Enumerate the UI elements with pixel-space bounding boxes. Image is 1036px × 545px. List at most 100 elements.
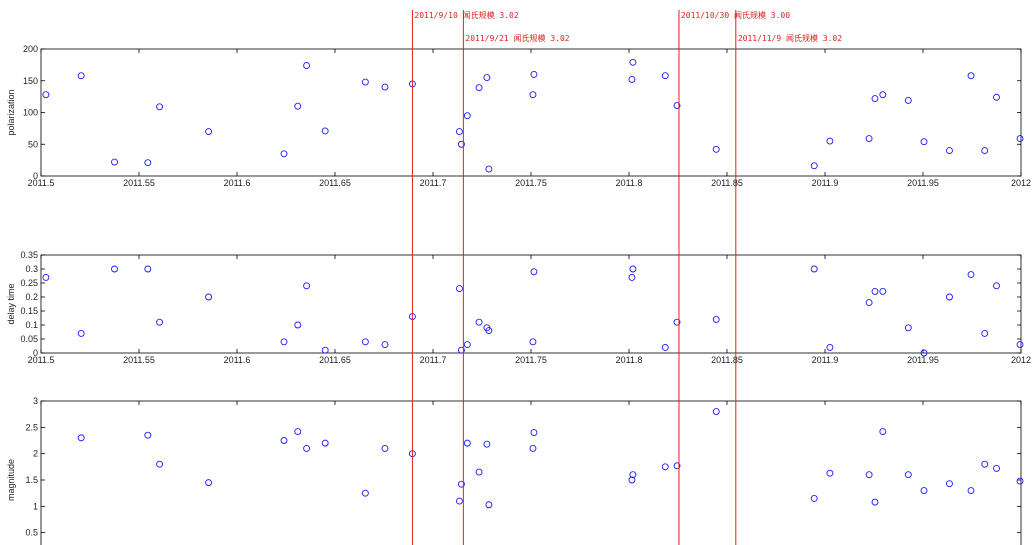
data-point <box>77 329 85 337</box>
data-point <box>904 471 912 479</box>
data-point <box>629 471 637 479</box>
x-tick-label: 2011.8 <box>616 178 643 188</box>
data-point <box>303 282 311 290</box>
data-point <box>920 487 928 494</box>
data-point <box>144 265 152 273</box>
data-point <box>946 147 953 155</box>
y-axis-label: polarization <box>6 89 16 135</box>
data-point <box>475 318 483 326</box>
data-point <box>280 150 288 158</box>
data-point <box>530 70 538 78</box>
data-point <box>475 468 483 476</box>
y-tick-label: 1.5 <box>25 475 38 485</box>
event-markers: 2011/9/10 闻氏规模 3.02 2011/9/21 闻氏规模 3.02 20… <box>411 10 842 545</box>
data-point <box>530 268 538 276</box>
y-tick-label: 0.3 <box>25 264 38 274</box>
data-point <box>280 437 288 444</box>
data-point <box>485 501 493 509</box>
data-point <box>111 158 118 166</box>
y-tick-label: 0 <box>33 171 38 181</box>
data-point <box>205 293 213 301</box>
x-tick-label: 2012 <box>1011 178 1031 188</box>
axes-frame <box>40 48 1022 177</box>
data-point <box>156 460 164 468</box>
data-point <box>628 76 636 83</box>
data-point <box>967 72 975 80</box>
x-tick-label: 2011.75 <box>515 355 547 365</box>
data-point <box>946 293 953 301</box>
data-point <box>529 444 537 452</box>
y-tick-label: 0.5 <box>25 528 38 538</box>
data-point <box>457 140 465 148</box>
data-point <box>485 165 493 173</box>
x-tick-label: 2011.85 <box>711 355 743 365</box>
data-point <box>321 127 329 135</box>
x-tick-label: 2011.5 <box>28 355 55 365</box>
data-point <box>981 460 989 468</box>
y-tick-label: 0.15 <box>20 306 38 316</box>
data-point <box>361 78 369 86</box>
data-point <box>303 62 311 69</box>
axes-frame <box>40 400 1022 545</box>
y-tick-label: 200 <box>23 44 38 54</box>
axes-frame <box>40 254 1022 354</box>
data-point <box>156 318 164 326</box>
data-point <box>946 480 953 488</box>
x-tick-label: 2011.9 <box>812 178 839 188</box>
data-point <box>712 408 720 415</box>
data-point <box>993 282 1000 290</box>
data-point <box>42 91 50 99</box>
data-point <box>77 72 85 80</box>
data-point <box>673 318 681 326</box>
data-point <box>871 498 879 506</box>
data-point <box>456 497 463 505</box>
data-point <box>529 91 537 99</box>
x-tick-label: 2011.9 <box>812 355 839 365</box>
x-tick-label: 2011.7 <box>420 178 447 188</box>
y-tick-label: 2.5 <box>25 422 38 432</box>
data-point <box>879 428 887 435</box>
x-tick-label: 2011.6 <box>224 178 251 188</box>
data-point <box>144 159 152 167</box>
data-point <box>628 476 636 484</box>
data-point <box>303 444 311 452</box>
event-label: 2011/9/10 闻氏规模 3.02 <box>414 10 518 20</box>
y-tick-label: 2 <box>33 449 38 459</box>
y-tick-label: 0.05 <box>20 334 38 344</box>
data-point <box>904 324 912 332</box>
data-point <box>111 265 118 273</box>
data-point <box>879 91 887 99</box>
data-point <box>1016 135 1024 142</box>
data-point <box>673 102 681 109</box>
data-point <box>826 137 834 145</box>
y-tick-label: 1 <box>33 501 38 511</box>
data-point <box>294 428 302 435</box>
y-axis-label: magnitude <box>6 459 16 501</box>
y-tick-label: 0.35 <box>20 250 38 260</box>
data-point <box>463 439 471 447</box>
y-tick-label: 0.2 <box>25 292 38 302</box>
data-point <box>981 147 989 155</box>
data-point <box>457 346 465 354</box>
data-point <box>712 145 720 153</box>
data-point <box>321 346 329 354</box>
data-point <box>485 327 493 335</box>
data-point <box>661 343 669 351</box>
y-tick-label: 50 <box>28 139 38 149</box>
x-tick-label: 2011.65 <box>319 178 351 188</box>
data-point <box>1016 477 1024 485</box>
x-tick-label: 2011.8 <box>616 355 643 365</box>
data-point <box>673 462 681 470</box>
data-point <box>865 299 873 307</box>
data-point <box>483 440 491 448</box>
data-point <box>1016 341 1024 349</box>
y-tick-label: 3 <box>33 396 38 406</box>
data-point <box>529 338 537 346</box>
data-point <box>810 265 818 273</box>
data-point <box>628 273 636 281</box>
data-point <box>981 329 989 337</box>
data-point <box>629 58 637 66</box>
x-tick-label: 2011.95 <box>907 355 939 365</box>
y-tick-label: 150 <box>23 76 38 86</box>
data-point <box>826 469 834 477</box>
